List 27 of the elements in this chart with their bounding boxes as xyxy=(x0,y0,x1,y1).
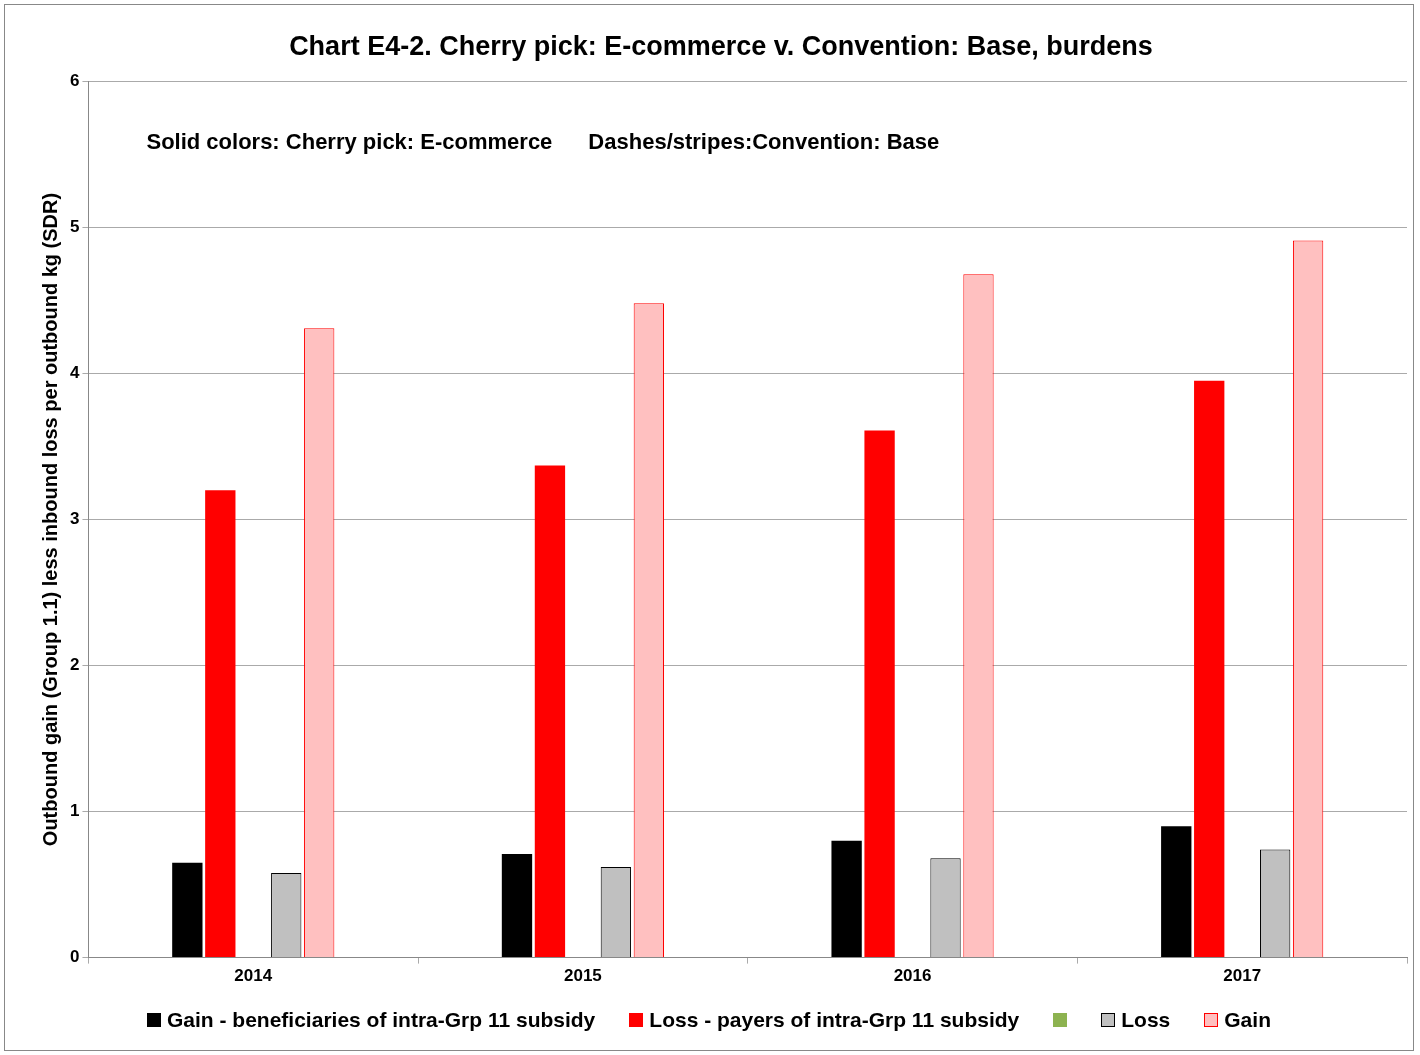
y-axis-title: Outbound gain (Group 1.1) less inbound loss per outbound kg (SDR) xyxy=(38,192,61,847)
x-tick-label: 2016 xyxy=(893,966,932,986)
bar xyxy=(172,862,203,958)
chart-title: Chart E4-2. Cherry pick: E-commerce v. Convention: Base, burdens xyxy=(289,30,1153,61)
y-tick-label: 5 xyxy=(69,217,80,237)
y-tick-label: 3 xyxy=(69,509,80,529)
y-tick-label: 1 xyxy=(69,801,80,821)
y-tick-label: 2 xyxy=(69,655,80,675)
legend-label: Loss xyxy=(1121,1008,1171,1032)
bar xyxy=(1194,380,1225,958)
y-tick-label: 4 xyxy=(69,363,80,383)
bar xyxy=(864,430,895,958)
annotation: Solid colors: Cherry pick: E-commerce xyxy=(146,129,553,155)
bar xyxy=(205,490,236,958)
bar xyxy=(831,840,862,958)
bar xyxy=(1161,826,1192,958)
legend-label: Gain xyxy=(1224,1008,1271,1032)
bar xyxy=(534,465,566,958)
x-tick-label: 2017 xyxy=(1223,966,1262,986)
legend-label: Loss - payers of intra-Grp 11 subsidy xyxy=(649,1008,1020,1032)
x-tick-label: 2015 xyxy=(564,966,602,986)
bar xyxy=(501,853,533,958)
y-tick-label: 0 xyxy=(69,947,80,967)
legend-label: Gain - beneficiaries of intra-Grp 11 subsidy xyxy=(167,1008,596,1032)
x-tick-label: 2014 xyxy=(234,966,273,986)
y-tick-label: 6 xyxy=(69,71,80,91)
annotation: Dashes/stripes:Convention: Base xyxy=(588,129,940,155)
